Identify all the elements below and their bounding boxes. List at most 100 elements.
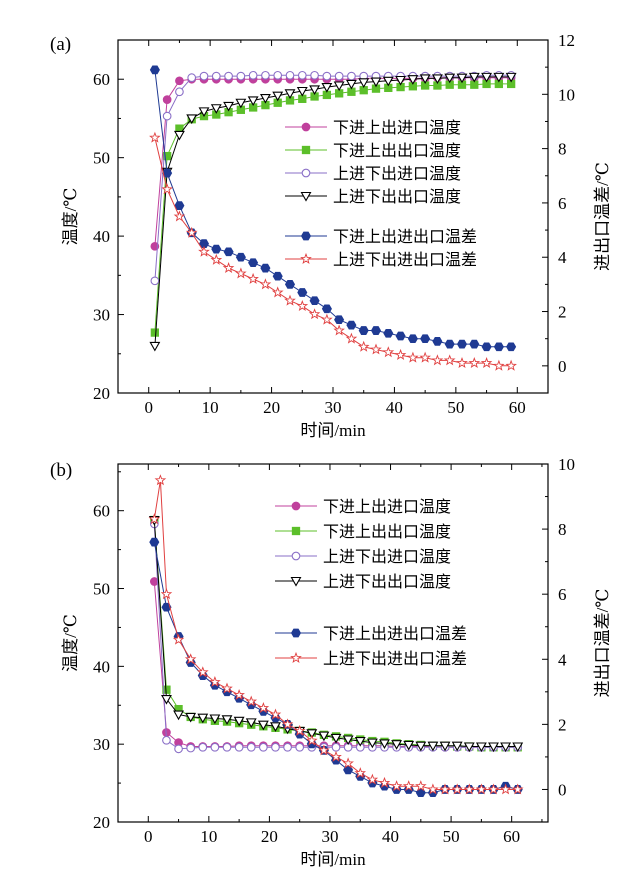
- data-point: [210, 104, 222, 114]
- x-tick-label: 40: [382, 827, 399, 846]
- y2-tick-label: 2: [558, 303, 567, 322]
- data-point: [293, 724, 306, 736]
- legend-label: 上进下出进口温度: [333, 165, 461, 183]
- data-point: [150, 276, 160, 286]
- data-point: [149, 131, 161, 143]
- legend-marker: [300, 231, 312, 241]
- data-point: [175, 76, 184, 86]
- data-point: [222, 261, 235, 274]
- data-point: [198, 245, 210, 257]
- data-point: [342, 735, 354, 746]
- series-3: [149, 72, 517, 352]
- data-point: [259, 278, 272, 290]
- data-point: [415, 780, 427, 792]
- y2-tick-label: 2: [558, 715, 567, 734]
- data-point: [162, 111, 172, 121]
- y2-tick-label: 10: [558, 455, 575, 474]
- data-point: [154, 474, 167, 486]
- data-point: [456, 339, 468, 349]
- data-point: [321, 313, 333, 325]
- data-point: [160, 588, 173, 600]
- data-point: [468, 72, 480, 83]
- data-point: [382, 346, 395, 358]
- data-point: [149, 537, 160, 547]
- data-point: [247, 96, 259, 107]
- data-point: [330, 733, 342, 744]
- data-point: [395, 75, 407, 86]
- data-point: [505, 359, 517, 371]
- data-point: [403, 740, 415, 751]
- data-point: [463, 742, 475, 753]
- data-point: [366, 773, 379, 785]
- chart-panel-a: 0 10 20 30 40 50 60 20 30 40 50 60 0 2 4 6 8 10 12 时间/min 温度…: [50, 31, 612, 440]
- data-point: [493, 359, 505, 371]
- data-point: [322, 71, 332, 81]
- data-point: [285, 70, 295, 80]
- data-point: [370, 77, 382, 88]
- legend-marker: [300, 191, 312, 202]
- series-5: [149, 131, 517, 371]
- data-point: [161, 183, 173, 195]
- data-point: [272, 271, 283, 281]
- data-point: [469, 339, 480, 349]
- data-point: [390, 780, 403, 792]
- data-point: [383, 328, 394, 338]
- data-point: [342, 757, 354, 769]
- data-point: [333, 324, 345, 336]
- data-point: [261, 70, 270, 80]
- legend-label: 下进上出进出口温差: [323, 625, 467, 643]
- data-point: [174, 744, 183, 754]
- data-point: [257, 720, 269, 731]
- data-point: [233, 716, 245, 727]
- y2-tick-label: 10: [558, 85, 575, 104]
- data-point: [345, 79, 357, 90]
- series-5: [148, 474, 524, 795]
- data-point: [439, 741, 451, 752]
- data-point: [199, 71, 209, 81]
- data-point: [269, 708, 282, 720]
- x-axis-label: 时间/min: [300, 850, 366, 869]
- data-point: [224, 71, 233, 81]
- data-point: [443, 354, 456, 366]
- x-tick-label: 60: [509, 398, 526, 417]
- legend-label: 上进下出出口温度: [323, 573, 451, 591]
- data-point: [247, 272, 259, 284]
- data-point: [248, 258, 259, 268]
- data-point: [259, 93, 271, 104]
- legend-marker: [290, 576, 302, 587]
- legend-marker: [301, 145, 311, 155]
- plot-frame: [117, 463, 549, 823]
- data-point: [308, 308, 321, 320]
- y2-tick-label: 12: [558, 31, 575, 50]
- data-point: [210, 253, 223, 265]
- panel-label: (b): [50, 460, 72, 481]
- data-point: [173, 710, 185, 721]
- data-point: [295, 742, 305, 752]
- data-point: [330, 750, 342, 762]
- data-point: [499, 783, 512, 795]
- series-0: [150, 73, 516, 251]
- data-point: [271, 742, 280, 752]
- data-point: [480, 356, 493, 369]
- data-point: [187, 73, 197, 83]
- y2-tick-label: 0: [558, 780, 567, 799]
- data-point: [306, 729, 318, 739]
- x-tick-label: 30: [321, 827, 338, 846]
- y-tick-label: 30: [93, 306, 110, 325]
- data-point: [259, 742, 268, 752]
- data-point: [431, 354, 444, 366]
- data-point: [186, 114, 198, 125]
- legend-marker: [290, 651, 302, 663]
- data-point: [512, 783, 524, 795]
- data-point: [346, 320, 357, 330]
- data-point: [246, 742, 256, 752]
- data-point: [354, 767, 367, 779]
- y2-tick-label: 4: [558, 248, 567, 267]
- x-tick-label: 60: [503, 827, 520, 846]
- x-tick-label: 10: [202, 398, 219, 417]
- data-point: [186, 743, 196, 753]
- data-point: [235, 98, 247, 109]
- data-point: [366, 738, 378, 749]
- data-point: [296, 300, 309, 312]
